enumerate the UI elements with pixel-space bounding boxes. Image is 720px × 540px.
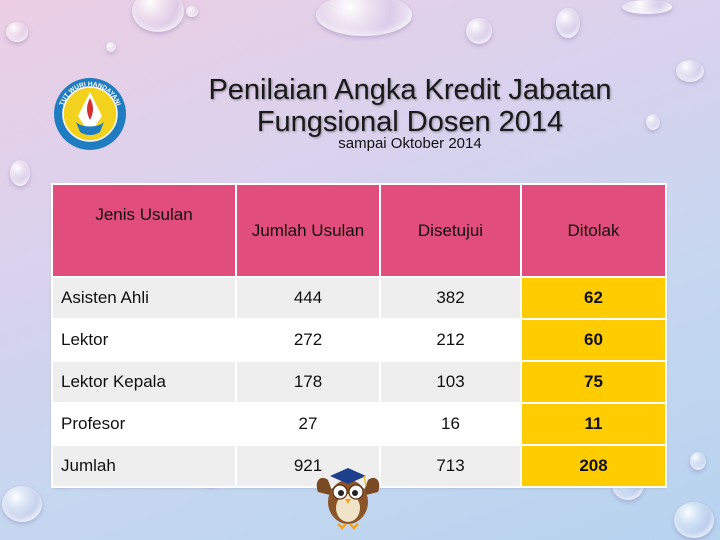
water-drop-decoration: [10, 160, 30, 186]
ditolak-cell: 208: [521, 444, 665, 486]
title-line-1: Penilaian Angka Kredit Jabatan: [208, 74, 612, 106]
ditolak-cell: 60: [521, 318, 665, 361]
water-drop-decoration: [622, 0, 672, 14]
row-label: Jumlah: [53, 444, 237, 486]
water-drop-decoration: [6, 22, 28, 42]
row-label: Asisten Ahli: [53, 276, 237, 319]
water-drop-decoration: [674, 502, 714, 538]
jumlah-usulan-cell: 27: [236, 402, 381, 445]
jumlah-usulan-cell: 921: [236, 444, 381, 486]
jumlah-usulan-cell: 272: [236, 318, 381, 361]
row-label: Lektor Kepala: [53, 360, 237, 403]
proposal-table: Jenis Usulan Jumlah Usulan Disetujui Dit…: [53, 185, 665, 486]
table-row: Lektor Kepala 178 103 75: [53, 360, 665, 403]
header-disetujui: Disetujui: [380, 185, 522, 277]
table-row: Asisten Ahli 444 382 62: [53, 276, 665, 319]
row-label: Profesor: [53, 402, 237, 445]
disetujui-cell: 713: [380, 444, 522, 486]
water-drop-decoration: [186, 6, 198, 17]
table-row: Lektor 272 212 60: [53, 318, 665, 361]
disetujui-cell: 212: [380, 318, 522, 361]
water-drop-decoration: [646, 114, 660, 130]
water-drop-decoration: [676, 60, 704, 82]
ministry-logo-icon: TUT WURI HANDAYANI: [54, 78, 126, 150]
jumlah-usulan-cell: 178: [236, 360, 381, 403]
water-drop-decoration: [132, 0, 184, 32]
ditolak-cell: 11: [521, 402, 665, 445]
water-drop-decoration: [2, 486, 42, 522]
row-label: Lektor: [53, 318, 237, 361]
table-total-row: Jumlah 921 713 208: [53, 444, 665, 486]
header-ditolak: Ditolak: [521, 185, 665, 277]
disetujui-cell: 16: [380, 402, 522, 445]
table-row: Profesor 27 16 11: [53, 402, 665, 445]
header-jenis-usulan: Jenis Usulan: [53, 185, 237, 277]
jumlah-usulan-cell: 444: [236, 276, 381, 319]
table-header-row: Jenis Usulan Jumlah Usulan Disetujui Dit…: [53, 185, 665, 277]
water-drop-decoration: [316, 0, 412, 36]
disetujui-cell: 382: [380, 276, 522, 319]
water-drop-decoration: [690, 452, 706, 470]
title-line-2: Fungsional Dosen 2014: [256, 106, 564, 138]
ditolak-cell: 62: [521, 276, 665, 319]
page-subtitle: sampai Oktober 2014: [338, 135, 482, 152]
page-title: Penilaian Angka Kredit Jabatan Fungsiona…: [130, 74, 690, 138]
water-drop-decoration: [466, 18, 492, 44]
ditolak-cell: 75: [521, 360, 665, 403]
disetujui-cell: 103: [380, 360, 522, 403]
graduation-owl-icon: [316, 468, 380, 530]
water-drop-decoration: [556, 8, 580, 38]
header-jumlah-usulan: Jumlah Usulan: [236, 185, 381, 277]
water-drop-decoration: [106, 42, 116, 52]
